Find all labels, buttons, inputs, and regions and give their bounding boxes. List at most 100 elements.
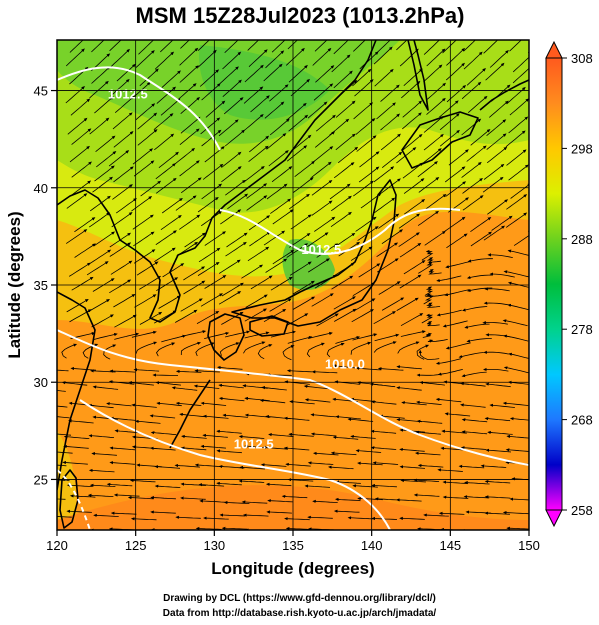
- streamline: [110, 511, 137, 515]
- streamline: [154, 310, 177, 324]
- streamline: [486, 119, 507, 137]
- streamline: [415, 430, 441, 435]
- ryukyu-coast: [169, 379, 211, 449]
- streamline: [111, 212, 133, 228]
- streamline: [396, 297, 419, 311]
- streamline: [506, 434, 529, 439]
- streamline: [426, 82, 446, 101]
- streamline: [161, 70, 181, 88]
- streamline: [335, 480, 361, 484]
- streamline: [312, 47, 332, 66]
- streamline: [222, 413, 248, 418]
- streamline: [304, 398, 331, 403]
- streamline: [509, 40, 522, 52]
- streamline: [467, 258, 493, 263]
- streamline: [92, 332, 118, 341]
- streamline: [358, 166, 380, 183]
- streamline: [333, 40, 349, 55]
- streamline: [175, 401, 202, 406]
- streamline: [133, 160, 155, 177]
- x-tick-label: 130: [203, 538, 225, 553]
- streamline: [71, 276, 94, 291]
- streamline: [115, 198, 137, 214]
- streamline: [244, 396, 270, 402]
- streamline: [221, 526, 248, 530]
- streamline: [227, 193, 249, 210]
- streamline: [380, 113, 401, 131]
- streamline: [203, 516, 229, 520]
- streamline: [265, 482, 292, 487]
- streamline: [347, 516, 374, 520]
- streamline: [307, 258, 330, 273]
- streamline: [139, 311, 163, 325]
- streamline: [179, 128, 200, 146]
- streamline: [57, 405, 68, 408]
- taiwan-coast: [59, 469, 79, 529]
- streamline: [311, 161, 332, 178]
- streamline: [445, 62, 465, 81]
- streamline: [483, 40, 499, 54]
- streamline: [485, 382, 511, 388]
- streamline: [509, 497, 529, 501]
- streamline: [265, 258, 288, 273]
- streamline: [461, 371, 487, 378]
- streamline: [94, 165, 115, 182]
- streamline: [400, 330, 426, 337]
- streamline: [250, 275, 273, 290]
- streamline: [485, 448, 512, 453]
- colorbar-tick-label: 278: [571, 322, 593, 337]
- streamline: [486, 146, 508, 164]
- streamline: [291, 134, 312, 152]
- streamline: [179, 214, 201, 230]
- streamline: [202, 163, 224, 180]
- colorbar: 258 268 278 288 298 308: [545, 40, 593, 528]
- streamline: [413, 493, 440, 497]
- streamline: [330, 451, 357, 456]
- streamline: [421, 313, 434, 324]
- streamline: [116, 63, 136, 82]
- streamline: [314, 274, 337, 289]
- streamline: [221, 282, 244, 297]
- streamline: [269, 84, 289, 102]
- streamline: [257, 344, 273, 360]
- streamline: [333, 296, 356, 310]
- kuril-coast: [479, 79, 529, 111]
- streamline: [374, 197, 396, 214]
- streamline: [175, 309, 198, 323]
- streamline: [193, 384, 220, 389]
- streamline: [111, 48, 130, 67]
- streamline: [199, 499, 225, 503]
- streamline: [113, 166, 134, 183]
- streamline: [263, 308, 287, 323]
- streamline: [444, 216, 466, 232]
- streamline: [458, 352, 484, 359]
- streamline: [482, 321, 508, 325]
- streamline: [484, 495, 511, 499]
- streamline: [135, 419, 161, 424]
- streamline: [283, 446, 310, 451]
- streamline: [415, 451, 441, 456]
- streamline: [131, 196, 153, 212]
- streamline: [68, 262, 91, 277]
- streamline: [137, 112, 158, 130]
- streamline: [87, 493, 114, 497]
- streamline: [489, 403, 515, 408]
- streamline: [133, 368, 160, 372]
- streamline: [283, 416, 310, 421]
- streamline: [442, 320, 468, 328]
- streamline: [114, 314, 137, 328]
- streamline: [491, 84, 511, 102]
- streamline: [353, 40, 366, 52]
- streamline: [416, 419, 443, 424]
- streamline: [482, 176, 504, 193]
- streamline: [438, 511, 465, 515]
- streamline: [110, 416, 136, 421]
- streamline: [445, 181, 467, 197]
- streamline: [114, 95, 135, 114]
- streamline: [161, 334, 187, 343]
- streamline: [350, 246, 373, 261]
- streamline: [463, 51, 483, 70]
- streamline: [135, 103, 156, 121]
- streamline: [294, 160, 315, 178]
- streamline: [109, 242, 132, 257]
